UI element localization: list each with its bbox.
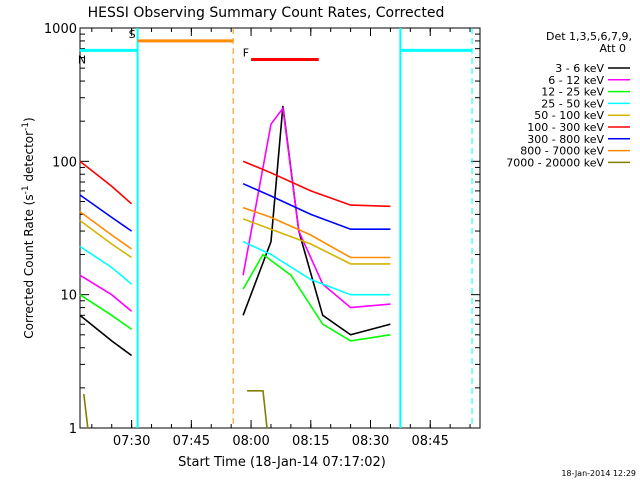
series-line [242,105,391,336]
x-tick-label: 08:30 [352,434,389,449]
series-line [83,393,89,429]
legend-label: 100 - 300 keV [527,121,604,134]
x-tick-label: 08:45 [411,434,448,449]
series-line [79,274,133,312]
y-tick-label: 10 [60,289,77,304]
marker-label: F [243,47,249,60]
y-axis-label: Corrected Count Rate (s-1 detector-1) [21,117,36,338]
marker-label: S [129,28,136,41]
legend-subtitle: Att 0 [600,42,626,55]
series-line [242,160,391,208]
attenuator-markers: S N F [78,28,473,66]
y-tick-label: 1 [69,422,77,437]
y-tick-label: 1000 [44,22,77,37]
series-line [242,253,391,342]
footer-date: 18-Jan-2014 12:29 [561,469,636,478]
x-axis-ticks: 07:30 07:45 08:00 08:15 08:30 08:45 [91,28,471,449]
y-axis-ticks: 1 10 100 1000 [44,22,480,437]
legend-label: 300 - 800 keV [527,133,604,146]
x-axis-label: Start Time (18-Jan-14 07:17:02) [178,455,386,470]
series-line [242,206,391,259]
series-line [79,219,133,259]
legend-label: 25 - 50 keV [541,97,604,110]
x-tick-label: 08:00 [232,434,269,449]
legend-label: 3 - 6 keV [555,62,604,75]
series-line [79,314,133,357]
series-line [242,182,391,230]
x-tick-label: 07:45 [173,434,210,449]
x-tick-label: 07:30 [113,434,150,449]
series-line [79,194,133,232]
series-line [242,106,391,309]
series-line [79,245,133,285]
legend-label: 800 - 7000 keV [520,145,604,158]
x-tick-label: 08:15 [292,434,329,449]
plot-frame [79,27,481,429]
series-line [79,160,133,205]
series-line [247,389,268,429]
marker-label: N [78,53,86,66]
series-line [79,210,133,250]
series-lines [79,105,391,429]
chart-title: HESSI Observing Summary Count Rates, Cor… [88,5,445,21]
series-line [242,218,391,265]
legend-label: 50 - 100 keV [534,109,604,122]
gap-lines [136,28,473,428]
series-line [79,294,133,330]
legend-label: 6 - 12 keV [548,74,604,87]
y-tick-label: 100 [52,155,77,170]
series-line [242,240,391,296]
legend-label: 7000 - 20000 keV [506,156,604,169]
legend-title: Det 1,3,5,6,7,9, [546,30,632,43]
legend-label: 12 - 25 keV [541,86,604,99]
